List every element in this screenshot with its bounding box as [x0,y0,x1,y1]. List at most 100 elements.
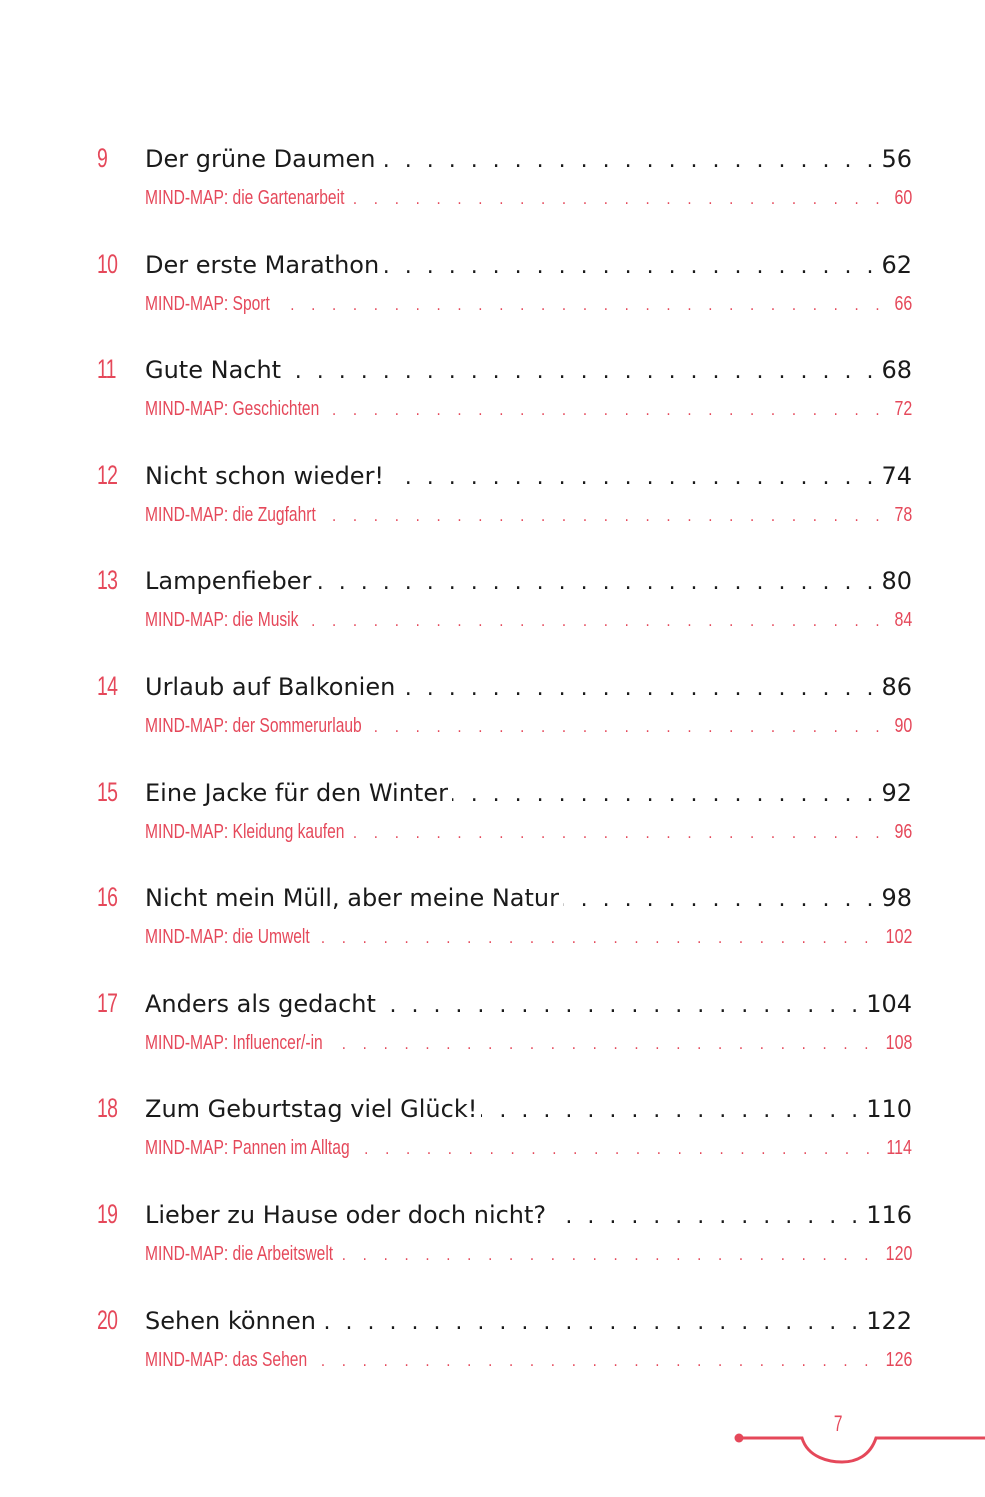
mindmap-line[interactable]: MIND-MAP: Pannen im Alltag 114 [145,1135,912,1163]
mindmap-line[interactable]: MIND-MAP: die Musik 84 [145,607,912,635]
chapter-page: 68 [881,356,912,385]
mindmap-title: MIND-MAP: die Umwelt [145,926,310,949]
dot-leader [314,924,875,948]
mindmap-prefix: MIND-MAP: [145,1348,229,1371]
chapter-number: 19 [97,1199,118,1229]
chapter-title: Anders als gedacht [145,989,376,1018]
mindmap-page: 84 [894,609,912,632]
mindmap-line[interactable]: MIND-MAP: die Zugfahrt 78 [145,502,912,530]
dot-leader [327,1030,875,1054]
mindmap-page: 102 [885,926,912,949]
mindmap-topic: die Gartenarbeit [232,187,345,209]
mindmap-page: 114 [886,1137,912,1160]
chapter-title: Zum Geburtstag viel Glück! [145,1095,478,1124]
dot-leader [348,185,885,209]
mindmap-title: MIND-MAP: das Sehen [145,1349,307,1372]
chapter-title: Eine Jacke für den Winter [145,778,448,807]
dot-leader [380,990,862,1018]
mindmap-page: 126 [885,1348,912,1371]
mindmap-title: MIND-MAP: die Zugfahrt [145,504,316,527]
mindmap-title: MIND-MAP: Influencer/-in [145,1032,323,1055]
chapter-number: 14 [97,671,118,701]
mindmap-line[interactable]: MIND-MAP: die Umwelt 102 [145,924,912,952]
mindmap-page: 120 [885,1243,912,1265]
dot-leader [285,356,877,384]
mindmap-line[interactable]: MIND-MAP: die Gartenarbeit 60 [145,185,912,213]
mindmap-prefix: MIND-MAP: [145,715,229,737]
chapter-line[interactable]: Eine Jacke für den Winter 92 [145,779,912,813]
dot-leader [563,884,877,912]
chapter-line[interactable]: Nicht mein Müll, aber meine Natur 98 [145,884,912,918]
chapter-line[interactable]: Der erste Marathon 62 [145,251,912,285]
mindmap-title: MIND-MAP: die Musik [145,609,298,632]
chapter-number: 16 [97,882,118,913]
dot-leader [311,1347,874,1371]
mindmap-line[interactable]: MIND-MAP: Sport 66 [145,291,912,319]
dot-leader [274,291,886,315]
page-number: 7 [833,1411,843,1436]
mindmap-prefix: MIND-MAP: [145,187,229,209]
chapter-line[interactable]: Der grüne Daumen 56 [145,145,912,179]
mindmap-title: MIND-MAP: Kleidung kaufen [145,821,344,844]
mindmap-prefix: MIND-MAP: [145,1243,229,1265]
chapter-page: 74 [881,461,912,490]
chapter-page: 86 [881,673,912,701]
chapter-page: 122 [866,1306,912,1335]
mindmap-topic: die Arbeitswelt [232,1243,334,1265]
dot-leader [388,462,877,490]
chapter-page: 98 [881,884,912,913]
chapter-line[interactable]: Sehen können 122 [145,1307,912,1341]
chapter-title: Gute Nacht [145,356,282,385]
mindmap-prefix: MIND-MAP: [145,503,229,526]
chapter-number: 11 [97,354,116,385]
mindmap-page: 66 [894,292,912,315]
chapter-line[interactable]: Lieber zu Hause oder doch nicht? 116 [145,1201,912,1235]
mindmap-prefix: MIND-MAP: [145,398,229,421]
chapter-title: Nicht mein Müll, aber meine Natur [145,884,559,913]
chapter-line[interactable]: Urlaub auf Balkonien 86 [145,673,912,707]
mindmap-page: 90 [894,715,912,737]
mindmap-page: 60 [894,187,912,209]
dot-leader [315,567,877,595]
chapter-line[interactable]: Zum Geburtstag viel Glück! 110 [145,1095,912,1129]
chapter-line[interactable]: Lampenfieber 80 [145,567,912,601]
mindmap-prefix: MIND-MAP: [145,1031,229,1054]
chapter-page: 116 [866,1201,912,1229]
chapter-line[interactable]: Nicht schon wieder! 74 [145,462,912,496]
dot-leader [366,713,886,737]
chapter-number: 13 [97,565,118,596]
mindmap-line[interactable]: MIND-MAP: das Sehen 126 [145,1347,912,1375]
dot-leader [354,1135,876,1159]
chapter-number: 17 [97,987,118,1018]
mindmap-line[interactable]: MIND-MAP: Influencer/-in 108 [145,1030,912,1058]
chapter-number: 12 [97,459,118,490]
dot-leader [399,673,877,701]
mindmap-topic: Sport [232,292,270,315]
mindmap-line[interactable]: MIND-MAP: der Sommerurlaub 90 [145,713,912,741]
dot-leader [302,607,885,631]
dot-leader [383,251,877,279]
mindmap-topic: der Sommerurlaub [232,715,362,737]
mindmap-prefix: MIND-MAP: [145,926,229,949]
mindmap-title: MIND-MAP: die Gartenarbeit [145,187,344,210]
chapter-title: Nicht schon wieder! [145,461,385,490]
dot-leader [348,819,885,843]
mindmap-line[interactable]: MIND-MAP: Kleidung kaufen 96 [145,819,912,847]
mindmap-topic: das Sehen [232,1348,308,1371]
mindmap-prefix: MIND-MAP: [145,292,229,315]
chapter-line[interactable]: Gute Nacht 68 [145,356,912,390]
chapter-line[interactable]: Anders als gedacht 104 [145,990,912,1024]
mindmap-line[interactable]: MIND-MAP: Geschichten 72 [145,396,912,424]
mindmap-title: MIND-MAP: die Arbeitswelt [145,1243,333,1266]
mindmap-topic: Influencer/-in [232,1031,323,1054]
dot-leader [379,145,877,173]
chapter-title: Urlaub auf Balkonien [145,673,396,701]
mindmap-line[interactable]: MIND-MAP: die Arbeitswelt 120 [145,1241,912,1269]
mindmap-prefix: MIND-MAP: [145,1137,229,1160]
mindmap-topic: Kleidung kaufen [232,820,345,843]
chapter-number: 20 [97,1304,118,1335]
mindmap-title: MIND-MAP: Sport [145,293,270,316]
dot-leader [481,1095,862,1123]
chapter-page: 80 [881,567,912,596]
dot-leader [550,1201,862,1229]
